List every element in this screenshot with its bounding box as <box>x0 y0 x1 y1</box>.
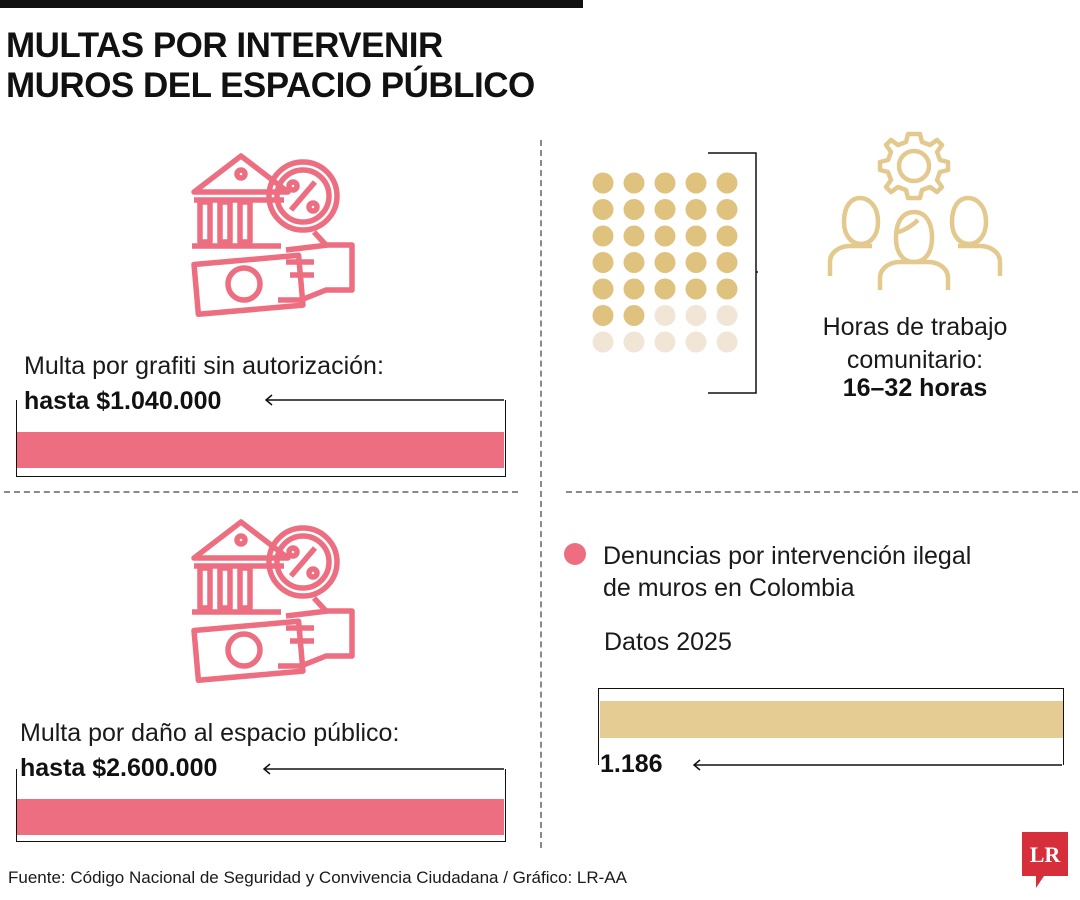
hour-dot-filled <box>592 225 614 247</box>
legend-dot <box>564 543 586 565</box>
hour-dot-filled <box>685 172 707 194</box>
hour-dot-filled <box>685 278 707 300</box>
hour-dot-empty <box>623 331 645 353</box>
bar-fine-damage <box>17 799 504 835</box>
hour-dot-filled <box>716 252 738 273</box>
hour-dot-filled <box>623 199 645 220</box>
page-title: MULTAS POR INTERVENIR MUROS DEL ESPACIO … <box>6 26 535 105</box>
fine-value-damage: hasta $2.600.000 <box>20 754 218 782</box>
reports-legend: Denuncias por intervención ilegal de mur… <box>603 542 972 602</box>
hour-dot-filled <box>685 225 707 247</box>
hour-dot-empty <box>685 331 707 353</box>
hour-dot-empty <box>685 305 707 326</box>
hour-dot-empty <box>716 305 738 326</box>
horizontal-divider-left <box>4 491 518 493</box>
fine-box-graffiti <box>16 400 506 477</box>
fine-label-graffiti: Multa por grafiti sin autorización: <box>24 352 384 380</box>
top-accent-bar <box>0 0 583 8</box>
bar-reports <box>600 701 1063 738</box>
hour-dot-filled <box>716 172 738 194</box>
bank-percent-money-hand-icon <box>191 153 355 318</box>
hour-dot-filled <box>685 252 707 273</box>
hour-dot-filled <box>592 252 614 273</box>
reports-box <box>598 688 1064 765</box>
horizontal-divider-right <box>566 491 1078 493</box>
hour-dot-empty <box>654 331 676 353</box>
hour-dot-filled <box>654 225 676 247</box>
bar-fine-graffiti <box>17 432 504 468</box>
hours-bracket <box>708 152 758 394</box>
hours-label: Horas de trabajo comunitario: <box>822 313 1008 374</box>
fine-value-graffiti: hasta $1.040.000 <box>24 387 222 415</box>
arrow-left-icon <box>264 394 504 406</box>
hour-dot-filled <box>592 278 614 300</box>
reports-year-label: Datos 2025 <box>604 628 732 656</box>
hour-dot-filled <box>623 225 645 247</box>
arrow-left-icon <box>692 759 1062 771</box>
reports-value: 1.186 <box>600 750 663 778</box>
hour-dot-filled <box>592 172 614 194</box>
hours-value: 16–32 horas <box>842 374 988 402</box>
hour-dot-empty <box>654 305 676 326</box>
bank-percent-money-hand-icon <box>191 519 355 684</box>
people-gear-icon <box>827 131 1003 290</box>
fine-label-damage: Multa por daño al espacio público: <box>20 719 400 747</box>
hour-dot-filled <box>592 305 614 326</box>
arrow-left-icon <box>262 763 504 775</box>
source-note: Fuente: Código Nacional de Seguridad y C… <box>8 868 627 887</box>
hour-dot-filled <box>716 225 738 247</box>
hour-dot-filled <box>623 278 645 300</box>
hour-dot-filled <box>623 172 645 194</box>
hour-dot-filled <box>623 252 645 273</box>
svg-text:LR: LR <box>1030 842 1062 867</box>
hours-dot-matrix <box>592 172 738 353</box>
fine-box-damage <box>16 769 506 842</box>
hour-dot-filled <box>654 252 676 273</box>
hour-dot-filled <box>623 305 645 326</box>
hour-dot-filled <box>654 278 676 300</box>
hour-dot-empty <box>592 331 614 353</box>
hour-dot-filled <box>654 172 676 194</box>
hour-dot-filled <box>685 199 707 220</box>
hour-dot-filled <box>716 278 738 300</box>
hour-dot-filled <box>654 199 676 220</box>
hour-dot-filled <box>592 199 614 220</box>
hour-dot-empty <box>716 331 738 353</box>
hour-dot-filled <box>716 199 738 220</box>
lr-logo: LR <box>1022 832 1068 888</box>
vertical-divider <box>540 140 542 848</box>
